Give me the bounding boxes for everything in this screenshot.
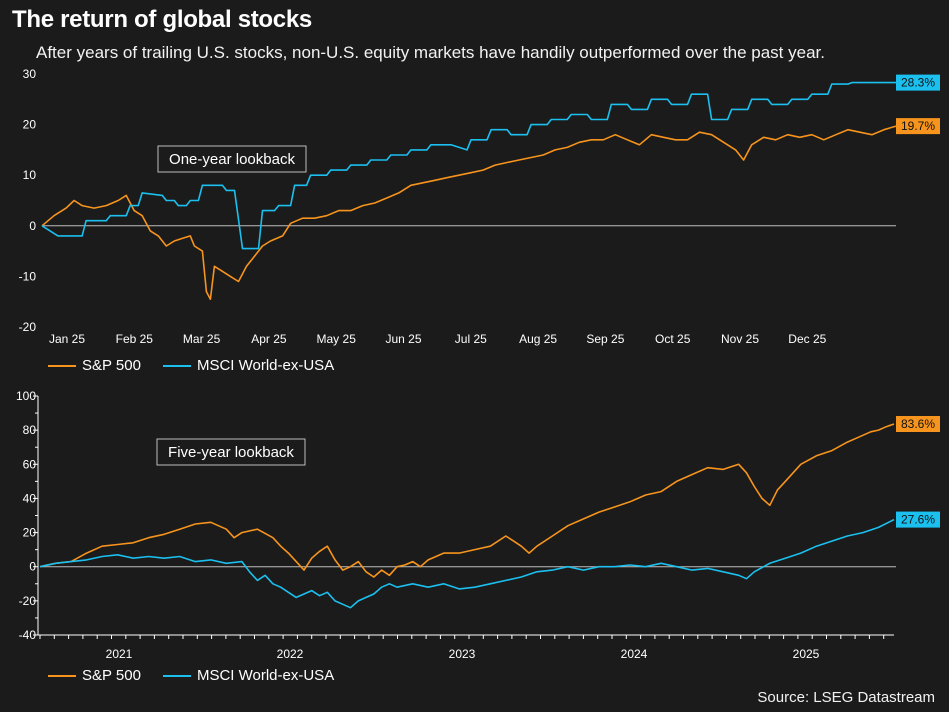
end-value-label: 28.3% [901,76,935,90]
x-tick-label: Apr 25 [251,332,287,346]
legend-msci-label: MSCI World-ex-USA [196,357,335,374]
y-tick-label: 80 [23,423,37,437]
end-value-label: 27.6% [901,513,935,527]
legend-sp500: S&P 500 [48,357,141,374]
y-tick-label: 10 [23,168,37,182]
msci-line [41,81,896,250]
x-tick-label: 2021 [106,647,133,661]
one-year-legend: S&P 500 MSCI World-ex-USA [48,357,356,374]
legend-sp500-label: S&P 500 [82,667,141,684]
x-tick-label: Jun 25 [385,332,421,346]
y-tick-label: 20 [23,118,37,132]
annotation-box [157,145,307,173]
chart-subtitle: After years of trailing U.S. stocks, non… [36,43,825,62]
legend-sp500-swatch [48,364,76,367]
x-tick-label: 2022 [277,647,304,661]
y-tick-label: -20 [19,594,37,608]
x-tick-label: 2023 [449,647,476,661]
annotation-box [156,438,306,466]
x-tick-label: Jul 25 [455,332,487,346]
y-tick-label: -20 [19,320,37,334]
x-tick-label: Aug 25 [519,332,557,346]
legend-msci: MSCI World-ex-USA [162,357,335,374]
y-tick-label: 100 [16,389,36,403]
x-tick-label: 2025 [793,647,820,661]
end-value-label: 83.6% [901,417,935,431]
y-tick-label: 60 [23,457,37,471]
y-tick-label: 40 [23,491,37,505]
end-label-box [896,118,940,135]
x-tick-label: 2024 [621,647,648,661]
y-tick-label: 0 [29,560,36,574]
y-tick-label: 20 [23,526,37,540]
sp500-line [39,423,895,578]
y-tick-label: -40 [19,628,37,642]
chart-title: The return of global stocks [12,6,312,33]
x-tick-label: Mar 25 [183,332,221,346]
source-note: Source: LSEG Datastream [757,689,935,706]
msci-line [39,518,895,609]
sp500-line [41,125,897,300]
end-label-box [896,74,940,91]
one-year-chart: -20 -10 0 10 20 30 Jan 25 Feb 25 Mar 25 Apr 25 May… [19,67,940,346]
x-tick-label: Oct 25 [655,332,691,346]
end-label-box [896,511,940,528]
legend-msci: MSCI World-ex-USA [162,667,335,684]
annotation-label: Five-year lookback [168,444,294,461]
legend-sp500-label: S&P 500 [82,357,141,374]
y-tick-label: -10 [19,269,37,283]
x-tick-label: Sep 25 [586,332,624,346]
x-tick-label: May 25 [317,332,357,346]
end-value-label: 19.7% [901,119,935,133]
legend-sp500-swatch [48,674,76,677]
y-tick-label: 30 [23,67,37,81]
five-year-legend: S&P 500 MSCI World-ex-USA [48,667,356,684]
end-label-box [896,415,940,432]
five-year-chart: -40 -20 0 20 40 60 80 100 2021 2022 2023 2024 2025 Fi… [16,389,940,661]
annotation-label: One-year lookback [169,151,295,168]
y-tick-label: 0 [29,219,36,233]
legend-msci-label: MSCI World-ex-USA [196,667,335,684]
x-tick-label: Jan 25 [49,332,85,346]
legend-msci-swatch [162,674,191,677]
legend-sp500: S&P 500 [48,667,141,684]
x-tick-label: Dec 25 [788,332,826,346]
legend-msci-swatch [162,364,191,367]
x-tick-label: Feb 25 [116,332,154,346]
x-tick-label: Nov 25 [721,332,759,346]
